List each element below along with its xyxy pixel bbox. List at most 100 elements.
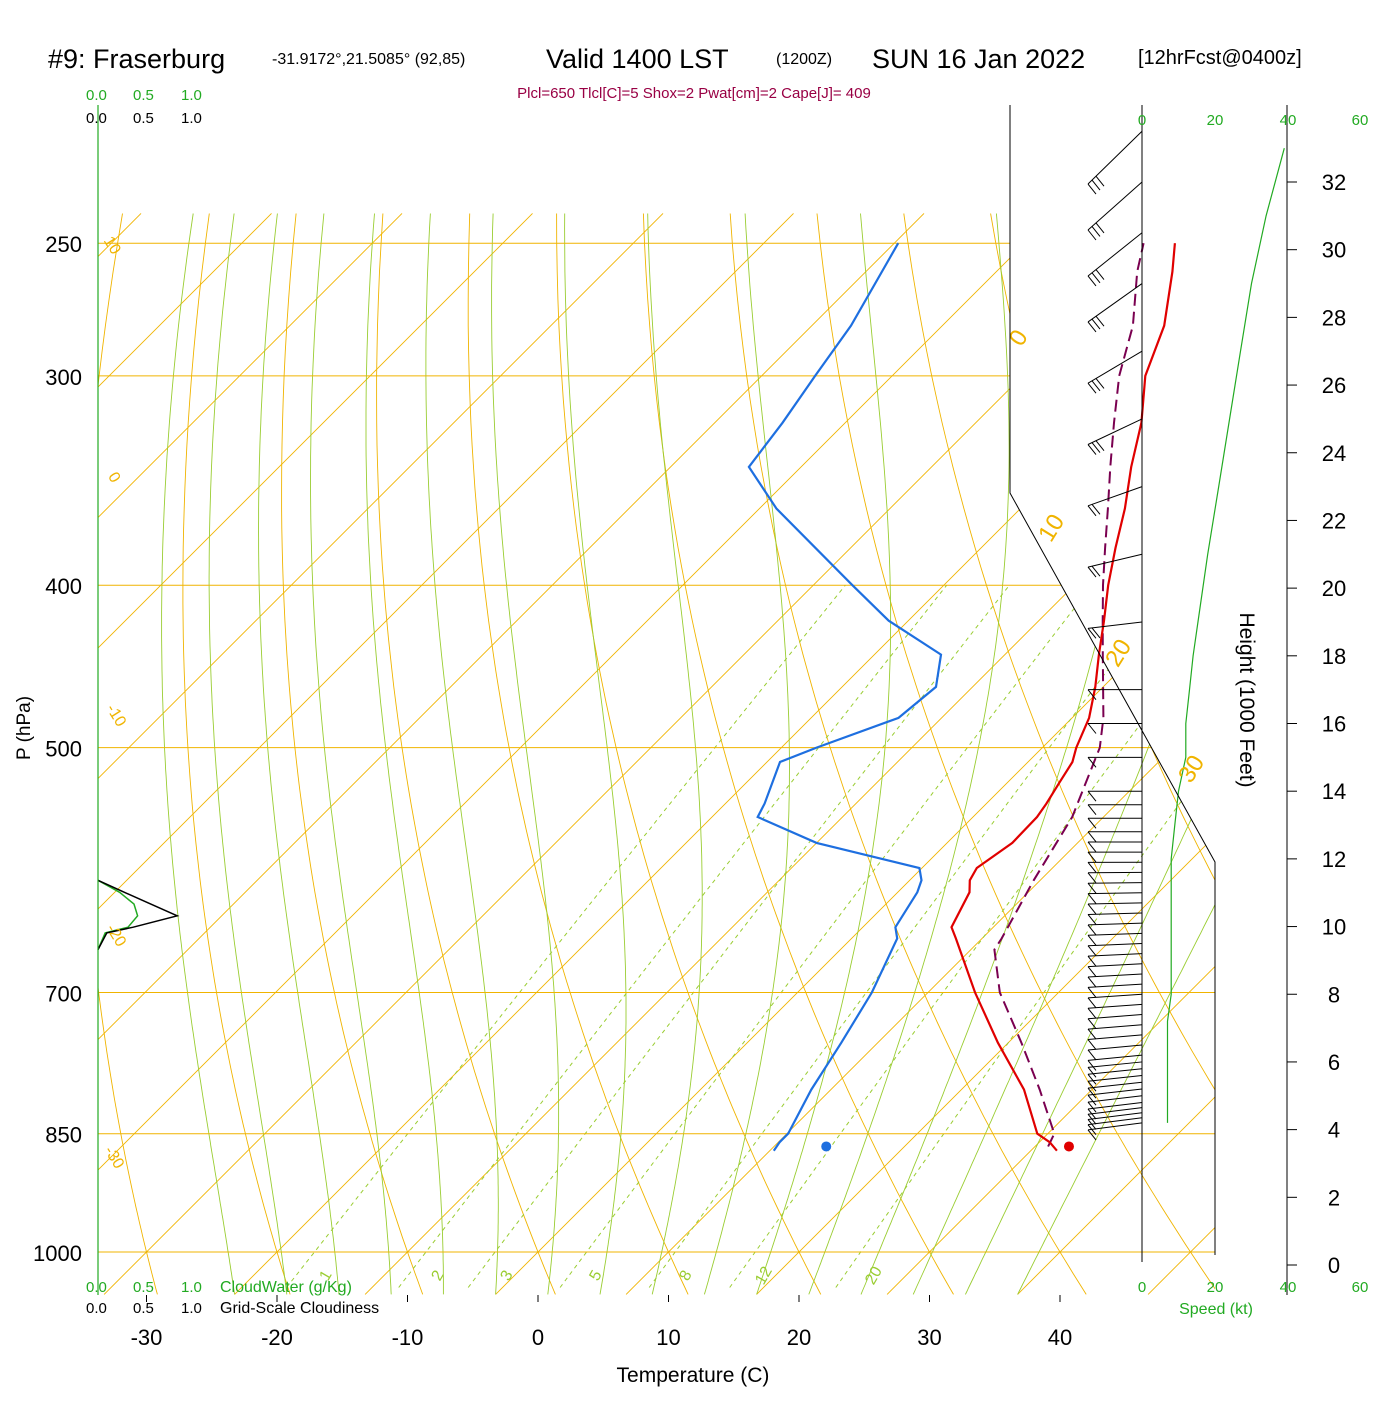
wind-barb-feather [1088, 977, 1096, 987]
station-title: #9: Fraserburg [48, 44, 225, 74]
forecast-run: [12hrFcst@0400z] [1138, 47, 1302, 69]
cloudiness-tick: 1.0 [181, 110, 202, 127]
speed-tick: 0 [1138, 1279, 1146, 1296]
wind-barb-feather [1092, 273, 1100, 283]
diagram-boundary [1010, 105, 1215, 1255]
wind-barb-feather [1088, 883, 1096, 893]
height-tick-label: 26 [1322, 373, 1346, 398]
mixing-ratio-line [730, 585, 1244, 1287]
pressure-tick-label: 300 [45, 365, 82, 390]
speed-tick: 40 [1280, 1279, 1297, 1296]
forecast-date: SUN 16 Jan 2022 [872, 44, 1085, 74]
cloudwater-label: CloudWater (g/Kg) [220, 1279, 352, 1296]
wind-barb [1088, 984, 1142, 987]
wind-barb-feather [1088, 832, 1096, 842]
wind-barb-feather [1096, 270, 1104, 280]
cloud-tick: 1.0 [181, 87, 202, 104]
dewpoint-trace [749, 243, 941, 1150]
wind-barb-feather [1088, 724, 1096, 734]
wind-barb-feather [1088, 791, 1096, 801]
wind-barb-feather [1096, 223, 1104, 233]
mixing-ratio-label: 12 [752, 1264, 776, 1288]
speed-label: Speed (kt) [1179, 1301, 1253, 1318]
mixing-ratio-label: 20 [862, 1264, 886, 1288]
wind-barb-feather [1092, 319, 1100, 329]
wind-barb-feather [1088, 1008, 1096, 1018]
cloudiness-tick: 0.0 [86, 1300, 107, 1317]
wind-barb-feather [1088, 925, 1096, 935]
temperature-tick-label: -20 [261, 1325, 293, 1350]
stability-indices: Plcl=650 Tlcl[C]=5 Shox=2 Pwat[cm]=2 Cap… [517, 85, 871, 102]
temperature-tick-label: 10 [656, 1325, 680, 1350]
wind-barb-feather [1088, 946, 1096, 956]
height-tick-label: 22 [1322, 508, 1346, 533]
speed-tick: 40 [1280, 112, 1297, 129]
wind-barb-feather [1088, 967, 1096, 977]
cloud-tick: 0.0 [86, 1279, 107, 1296]
mixing-ratio-line [287, 585, 846, 1287]
wind-barb-feather [1088, 852, 1096, 862]
wind-barb-feather [1088, 914, 1096, 924]
wind-barb [1088, 1069, 1142, 1075]
wind-barb-feather [1088, 904, 1096, 914]
wind-barb-feather [1088, 805, 1096, 815]
speed-tick: 20 [1207, 1279, 1224, 1296]
wind-barb [1088, 487, 1142, 506]
temperature-tick-label: 20 [787, 1325, 811, 1350]
height-tick-label: 8 [1328, 982, 1340, 1007]
mixing-ratio-label: 3 [498, 1268, 517, 1284]
wind-barb-feather [1088, 935, 1096, 945]
pressure-tick-label: 500 [45, 737, 82, 762]
pressure-tick-label: 700 [45, 981, 82, 1006]
wind-barb [1088, 182, 1142, 230]
x-axis-title: Temperature (C) [617, 1364, 770, 1387]
temperature-tick-label: 40 [1048, 1325, 1072, 1350]
mixing-ratio-label: 2 [429, 1268, 448, 1284]
wind-barb-feather [1088, 873, 1096, 883]
wind-barb-feather [1088, 842, 1096, 852]
wind-barb-feather [1092, 628, 1100, 638]
height-tick-label: 12 [1322, 847, 1346, 872]
station-coords: -31.9172°,21.5085° (92,85) [272, 51, 465, 68]
wind-barb-feather [1092, 180, 1100, 190]
cloudwater-scale-top: 0.0 0.5 1.0 0.0 0.5 1.0 [86, 87, 202, 127]
wind-barb-feather [1092, 566, 1100, 576]
isotherm-label: 0 [104, 469, 123, 486]
isotherm-label: -20 [102, 921, 129, 950]
valid-time: Valid 1400 LST [546, 44, 729, 74]
dry-adiabat-line [1164, 214, 1400, 1295]
wind-barb-feather [1088, 184, 1096, 194]
cloudiness-tick: 0.5 [133, 110, 154, 127]
speed-tick: 0 [1138, 112, 1146, 129]
temperature-tick-label: 30 [917, 1325, 941, 1350]
isotherm-label: 0 [1004, 325, 1034, 351]
cloudwater-scale-bottom: 0.0 0.5 1.0 CloudWater (g/Kg) 0.0 0.5 1.… [86, 1279, 379, 1317]
height-tick-label: 14 [1322, 779, 1346, 804]
utc-time: (1200Z) [776, 51, 832, 68]
height-tick-label: 30 [1322, 238, 1346, 263]
mixing-ratio-line [560, 585, 1092, 1287]
cloudiness-tick: 0.5 [133, 1300, 154, 1317]
temperature-tick-label: -10 [392, 1325, 424, 1350]
cloud-tick: 0.5 [133, 1279, 154, 1296]
wind-barb-feather [1088, 956, 1096, 966]
parcel-trace [994, 243, 1143, 1146]
cloudiness-label: Grid-Scale Cloudiness [220, 1300, 379, 1317]
wind-barb [1088, 131, 1142, 184]
temperature-tick-label: -30 [131, 1325, 163, 1350]
wind-speed-profile [1168, 148, 1285, 1123]
mixing-ratio-label: 5 [587, 1268, 606, 1284]
wind-barb-feather [1088, 894, 1096, 904]
isotherm-label: 30 [1173, 751, 1210, 788]
height-tick-label: 24 [1322, 441, 1346, 466]
surface-temperature-point [1064, 1141, 1074, 1151]
height-tick-label: 32 [1322, 170, 1346, 195]
height-tick-label: 20 [1322, 576, 1346, 601]
pressure-tick-label: 250 [45, 232, 82, 257]
height-tick-label: 6 [1328, 1050, 1340, 1075]
wind-barb [1088, 622, 1142, 628]
wind-barb-feather [1088, 322, 1096, 332]
